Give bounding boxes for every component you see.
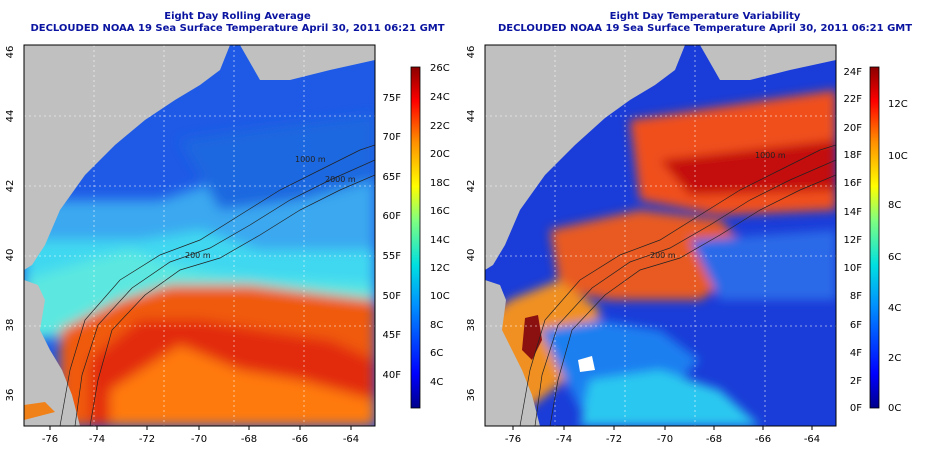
colorbar-c-label: 10C <box>888 151 908 162</box>
land-mass <box>24 45 230 270</box>
colorbar-f-label: 50F <box>383 291 402 302</box>
colorbar-f-label: 40F <box>383 370 402 381</box>
lon-tick-label: -72 <box>606 434 622 445</box>
colorbar-c-label: 8C <box>430 320 443 331</box>
lon-tick-label: -74 <box>556 434 572 445</box>
colorbar-c-label: 18C <box>430 178 450 189</box>
contour-label: 2000 m <box>325 175 356 184</box>
lon-tick-label: -70 <box>191 434 207 445</box>
colorbar-c-label: 0C <box>888 403 901 414</box>
colorbar-c-label: 4C <box>430 377 443 388</box>
sst-average-map: 200 m 1000 m 2000 m -76 -74 -72 -70 -68 … <box>5 44 450 445</box>
lat-tick-label: 42 <box>466 180 477 193</box>
colorbar-f-label: 8F <box>850 291 862 302</box>
panel-temperature-variability: Eight Day Temperature Variability DECLOU… <box>460 0 950 475</box>
colorbar-f-label: 22F <box>844 94 863 105</box>
colorbar-c-label: 26C <box>430 63 450 74</box>
colorbar-f-label: 45F <box>383 330 402 341</box>
lat-tick-label: 44 <box>466 110 477 123</box>
lon-tick-label: -64 <box>804 434 820 445</box>
lat-tick-label: 46 <box>5 46 16 59</box>
colorbar-c-label: 2C <box>888 353 901 364</box>
lat-tick-label: 36 <box>5 389 16 402</box>
colorbar-f-label: 18F <box>844 150 863 161</box>
contour-label: 1000 m <box>295 155 326 164</box>
lat-tick-label: 46 <box>466 46 477 59</box>
colorbar-c-label: 20C <box>430 149 450 160</box>
colorbar-f-label: 65F <box>383 172 402 183</box>
contour-label: 1000 m <box>755 151 786 160</box>
lon-tick-label: -64 <box>343 434 359 445</box>
colorbar-f-label: 10F <box>844 263 863 274</box>
colorbar-f-label: 12F <box>844 235 863 246</box>
lon-tick-label: -66 <box>292 434 308 445</box>
colorbar-f-label: 0F <box>850 403 862 414</box>
lon-tick-label: -72 <box>139 434 155 445</box>
lon-tick-label: -76 <box>42 434 58 445</box>
panel-title: Eight Day Temperature Variability <box>609 11 801 22</box>
colorbar-c-label: 6C <box>430 348 443 359</box>
colorbar-f-label: 75F <box>383 93 402 104</box>
lon-tick-label: -68 <box>706 434 722 445</box>
lat-tick-label: 38 <box>5 319 16 332</box>
colorbar-c-label: 12C <box>430 263 450 274</box>
lat-tick-label: 38 <box>466 319 477 332</box>
land-mass <box>485 45 685 270</box>
panel-rolling-average: Eight Day Rolling Average DECLOUDED NOAA… <box>5 11 450 445</box>
colorbar-f-label: 20F <box>844 123 863 134</box>
colorbar <box>410 66 421 409</box>
colorbar-f-label: 6F <box>850 320 862 331</box>
panel-title: Eight Day Rolling Average <box>164 11 311 22</box>
colorbar-c-label: 12C <box>888 99 908 110</box>
colorbar <box>869 66 880 409</box>
contour-label: 200 m <box>650 251 676 260</box>
lat-tick-label: 44 <box>5 110 16 123</box>
colorbar-f-label: 2F <box>850 376 862 387</box>
lat-tick-label: 42 <box>5 180 16 193</box>
lat-tick-label: 40 <box>5 249 16 262</box>
colorbar-f-label: 70F <box>383 132 402 143</box>
colorbar-c-label: 4C <box>888 303 901 314</box>
colorbar-c-label: 10C <box>430 291 450 302</box>
colorbar-f-label: 55F <box>383 251 402 262</box>
lon-tick-label: -68 <box>241 434 257 445</box>
colorbar-f-label: 60F <box>383 211 402 222</box>
panel-subtitle: DECLOUDED NOAA 19 Sea Surface Temperatur… <box>30 23 445 34</box>
colorbar-c-label: 22C <box>430 121 450 132</box>
panel-subtitle: DECLOUDED NOAA 19 Sea Surface Temperatur… <box>497 23 913 34</box>
colorbar-c-label: 24C <box>430 92 450 103</box>
map-field <box>485 45 836 426</box>
colorbar-f-label: 16F <box>844 178 863 189</box>
colorbar-f-label: 4F <box>850 348 862 359</box>
lat-tick-label: 36 <box>466 389 477 402</box>
colorbar-c-label: 8C <box>888 200 901 211</box>
map-field <box>24 45 375 426</box>
colorbar-c-label: 14C <box>430 235 450 246</box>
colorbar-c-label: 16C <box>430 206 450 217</box>
lon-tick-label: -70 <box>657 434 673 445</box>
colorbar-f-label: 24F <box>844 67 863 78</box>
contour-label: 200 m <box>185 251 211 260</box>
sst-variability-map: 200 m 1000 m -76 -74 -72 -70 -68 -66 -64… <box>466 44 908 445</box>
lon-tick-label: -66 <box>755 434 771 445</box>
lon-tick-label: -76 <box>505 434 521 445</box>
lat-tick-label: 40 <box>466 249 477 262</box>
colorbar-f-label: 14F <box>844 207 863 218</box>
lon-tick-label: -74 <box>89 434 105 445</box>
colorbar-c-label: 6C <box>888 252 901 263</box>
